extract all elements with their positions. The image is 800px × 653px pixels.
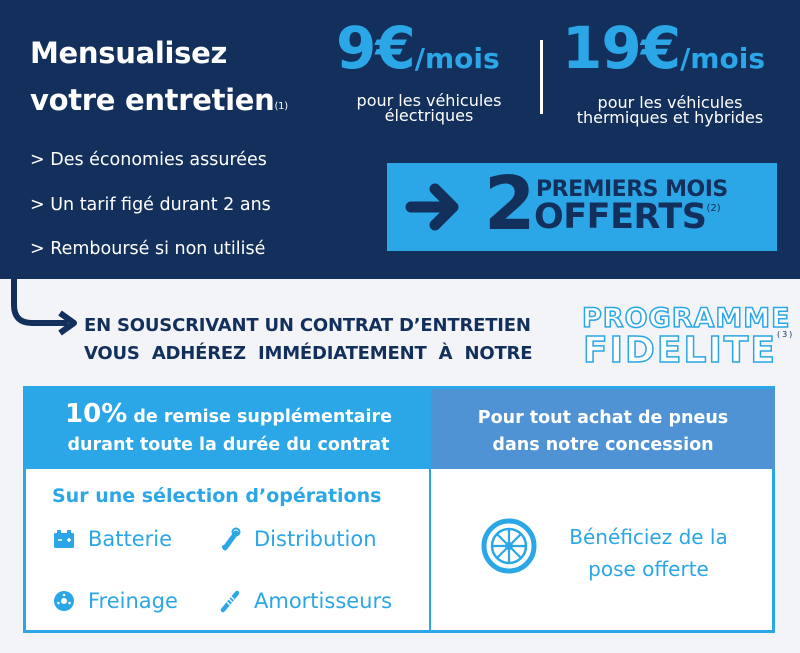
tire-header: Pour tout achat de pneus dans notre conc… xyxy=(431,389,775,469)
offer-line1: PREMIERS MOIS xyxy=(536,177,728,202)
promo-header: Mensualisez votre entretien(1) > Des éco… xyxy=(0,0,800,279)
tire-header-line2: dans notre concession xyxy=(492,435,714,455)
battery-icon xyxy=(54,530,74,548)
price-electric-caption: pour les véhicules électriques xyxy=(338,91,520,125)
tire-offer-text: Bénéficiez de la pose offerte xyxy=(546,521,751,585)
price-divider xyxy=(540,40,543,114)
price-amount: 19€ xyxy=(562,14,681,82)
benefit-list: > Des économies assurées > Un tarif figé… xyxy=(30,138,271,272)
free-months-banner: 2 PREMIERS MOIS OFFERTS(2) xyxy=(387,161,777,251)
operations-title: Sur une sélection d’opérations xyxy=(52,485,382,507)
program-badge-line2: FIDELITE(3) xyxy=(582,329,795,372)
program-line2: VOUS ADHÉREZ IMMÉDIATEMENT À NOTRE xyxy=(84,343,533,364)
offer-number: 2 xyxy=(484,161,535,247)
caption-line: pour les véhicules xyxy=(597,93,743,112)
price-thermal: 19€/mois xyxy=(562,14,765,82)
timing-belt-icon xyxy=(222,527,241,551)
benefit-item: > Un tarif figé durant 2 ans xyxy=(30,194,271,215)
column-divider xyxy=(429,469,431,630)
page-title: Mensualisez votre entretien(1) xyxy=(30,30,288,124)
caption-line: pour les véhicules xyxy=(356,91,502,110)
operation-label: Batterie xyxy=(88,527,173,551)
operation-braking: Freinage xyxy=(52,589,178,613)
title-line2: votre entretien xyxy=(30,83,275,117)
tire-header-line1: Pour tout achat de pneus xyxy=(477,408,729,428)
shock-absorber-icon xyxy=(220,590,240,613)
benefit-item: > Remboursé si non utilisé xyxy=(30,239,266,259)
caption-line: électriques xyxy=(384,106,474,125)
offer-note: (2) xyxy=(706,203,721,214)
price-unit: /mois xyxy=(414,42,500,75)
operation-label: Distribution xyxy=(254,527,377,551)
operation-label: Amortisseurs xyxy=(254,589,393,613)
price-thermal-caption: pour les véhicules thermiques et hybride… xyxy=(560,93,780,127)
program-note: (3) xyxy=(776,330,795,339)
operation-distribution: Distribution xyxy=(218,527,377,551)
title-line1: Mensualisez xyxy=(30,36,228,70)
tire-offer-line2: pose offerte xyxy=(588,557,709,581)
benefit-item: > Des économies assurées xyxy=(30,150,267,170)
caption-line: thermiques et hybrides xyxy=(576,108,764,127)
arrow-right-icon xyxy=(405,183,459,231)
operation-battery: Batterie xyxy=(52,527,172,551)
program-badge-line1: PROGRAMME xyxy=(581,302,791,335)
discount-header: 10% de remise supplémentaire durant tout… xyxy=(26,389,431,469)
price-unit: /mois xyxy=(680,42,765,75)
program-text: EN SOUSCRIVANT UN CONTRAT D’ENTRETIEN VO… xyxy=(84,312,533,368)
discount-duration: durant toute la durée du contrat xyxy=(67,435,390,455)
price-amount: 9€ xyxy=(336,14,416,82)
curved-arrow-icon xyxy=(11,279,77,336)
discount-text: de remise supplémentaire xyxy=(127,407,392,427)
operation-shock-absorbers: Amortisseurs xyxy=(218,589,392,613)
offer-line2: OFFERTS(2) xyxy=(534,197,721,237)
program-line1: EN SOUSCRIVANT UN CONTRAT D’ENTRETIEN xyxy=(84,315,531,336)
tire-icon xyxy=(481,518,537,574)
offer-line2-text: OFFERTS xyxy=(534,197,707,237)
program-badge-text: FIDELITE xyxy=(582,329,777,372)
title-note: (1) xyxy=(274,101,289,112)
tire-offer-line1: Bénéficiez de la xyxy=(569,525,728,549)
price-electric: 9€/mois xyxy=(336,14,500,82)
discount-percent: 10% xyxy=(65,399,128,429)
benefits-table: 10% de remise supplémentaire durant tout… xyxy=(23,386,775,633)
operation-label: Freinage xyxy=(88,589,178,613)
brake-disc-icon xyxy=(54,591,74,611)
